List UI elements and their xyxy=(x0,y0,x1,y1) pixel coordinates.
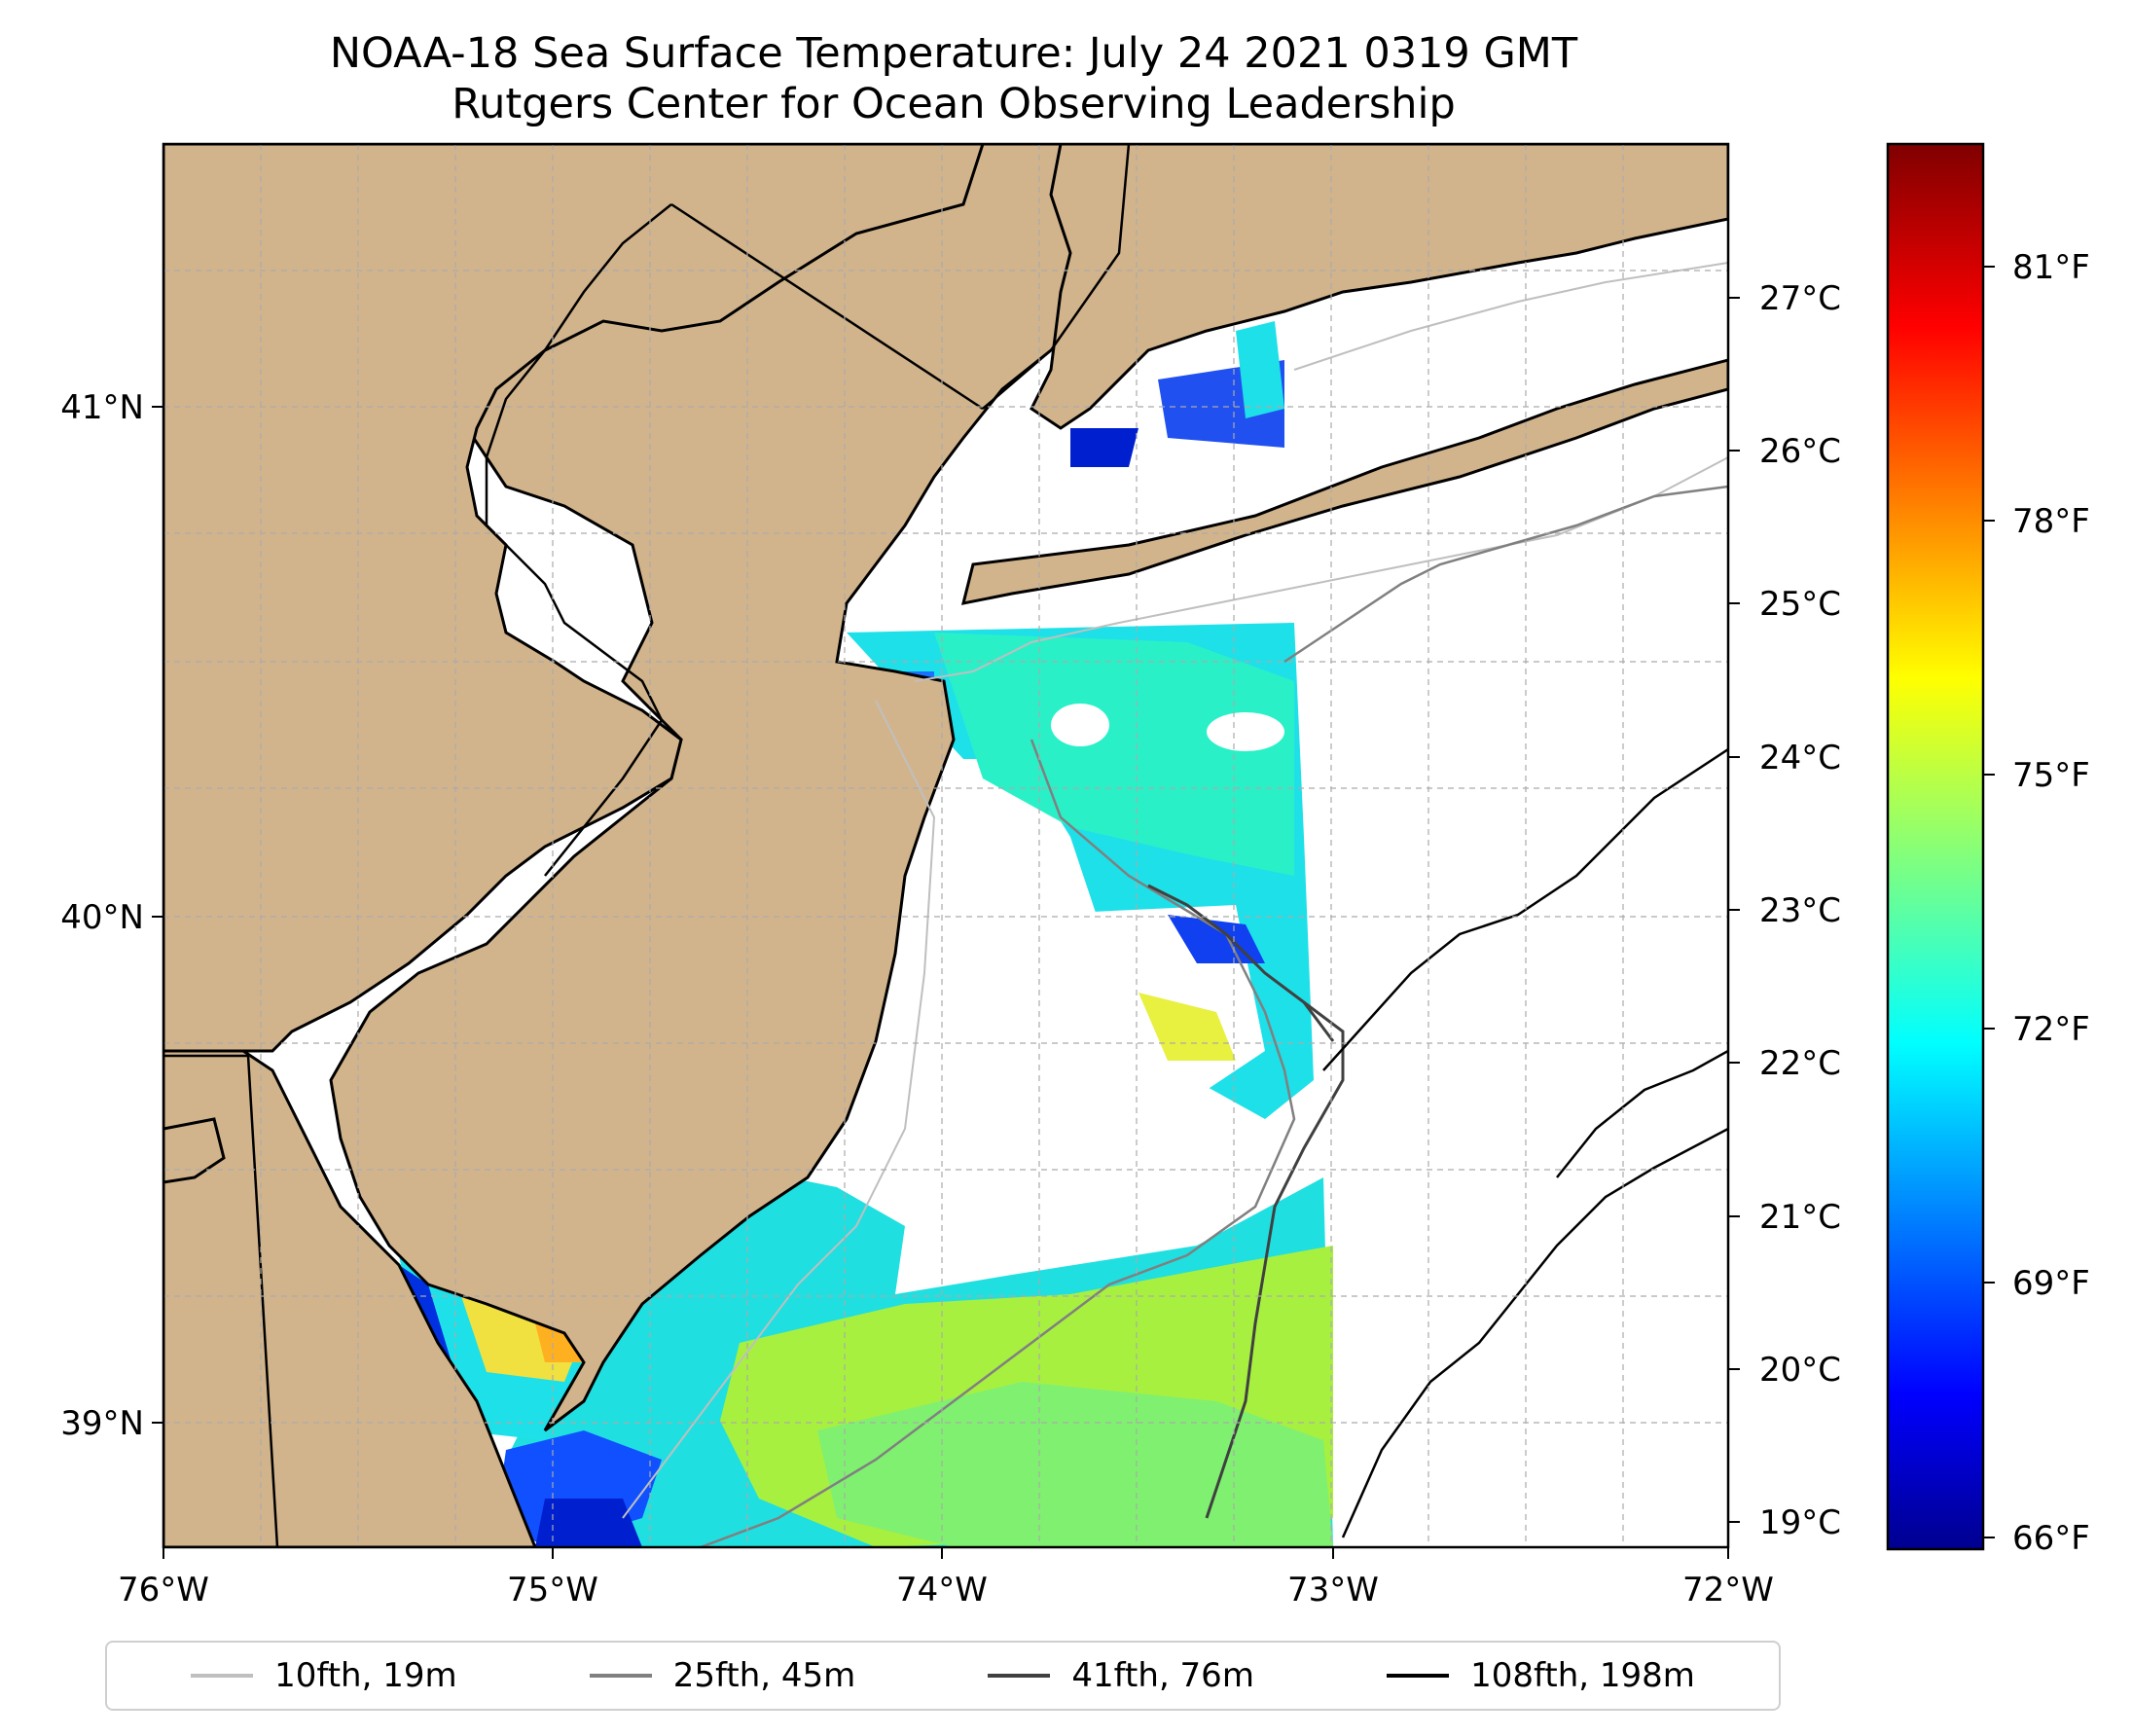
lat-label: 41°N xyxy=(60,388,144,427)
fahrenheit-tick-label: 69°F xyxy=(2012,1264,2090,1303)
state-borders xyxy=(163,144,1131,1547)
legend-item: 41fth, 76m xyxy=(988,1656,1254,1695)
lon-label: 76°W xyxy=(118,1571,209,1609)
sst-data-layer xyxy=(399,321,1333,1547)
fahrenheit-ticks xyxy=(1983,266,1995,1538)
legend-label: 41fth, 76m xyxy=(1071,1656,1254,1695)
map-frame xyxy=(162,142,1730,1549)
depth-contours xyxy=(622,262,1728,1547)
fahrenheit-tick-label: 81°F xyxy=(2012,248,2090,287)
legend-line-swatch xyxy=(191,1674,254,1678)
legend-item: 25fth, 45m xyxy=(589,1656,856,1695)
legend-label: 10fth, 19m xyxy=(274,1656,457,1695)
fahrenheit-tick-label: 66°F xyxy=(2012,1519,2090,1558)
celsius-tick-label: 21°C xyxy=(1759,1198,1841,1237)
celsius-tick-label: 23°C xyxy=(1759,891,1841,930)
axis-ticks xyxy=(152,406,1729,1559)
legend-item: 108fth, 198m xyxy=(1387,1656,1695,1695)
legend-item: 10fth, 19m xyxy=(191,1656,457,1695)
map-title: NOAA-18 Sea Surface Temperature: July 24… xyxy=(329,29,1578,78)
legend-line-swatch xyxy=(589,1674,652,1678)
celsius-tick-label: 27°C xyxy=(1759,279,1841,318)
celsius-tick-label: 19°C xyxy=(1759,1503,1841,1542)
lon-label: 75°W xyxy=(507,1571,598,1609)
fahrenheit-tick-label: 72°F xyxy=(2012,1010,2090,1049)
legend-label: 25fth, 45m xyxy=(672,1656,856,1695)
legend-line-swatch xyxy=(988,1674,1051,1678)
celsius-tick-label: 20°C xyxy=(1759,1351,1841,1390)
lat-label: 39°N xyxy=(60,1404,144,1443)
map-subtitle: Rutgers Center for Ocean Observing Leade… xyxy=(452,80,1456,128)
lon-label: 73°W xyxy=(1287,1571,1379,1609)
fahrenheit-tick-label: 75°F xyxy=(2012,756,2090,795)
legend-line-swatch xyxy=(1387,1674,1450,1678)
lon-label: 72°W xyxy=(1682,1571,1774,1609)
colorbar xyxy=(1886,142,1985,1551)
fahrenheit-tick-label: 78°F xyxy=(2012,502,2090,541)
celsius-tick-label: 24°C xyxy=(1759,739,1841,778)
celsius-tick-label: 26°C xyxy=(1759,432,1841,471)
celsius-tick-label: 25°C xyxy=(1759,585,1841,624)
celsius-ticks xyxy=(1728,297,1740,1523)
graticule xyxy=(163,144,1728,1547)
contour-legend: 10fth, 19m 25fth, 45m 41fth, 76m 108fth,… xyxy=(105,1641,1781,1711)
celsius-tick-label: 22°C xyxy=(1759,1044,1841,1083)
legend-label: 108fth, 198m xyxy=(1470,1656,1695,1695)
lon-label: 74°W xyxy=(896,1571,988,1609)
lat-label: 40°N xyxy=(60,898,144,937)
